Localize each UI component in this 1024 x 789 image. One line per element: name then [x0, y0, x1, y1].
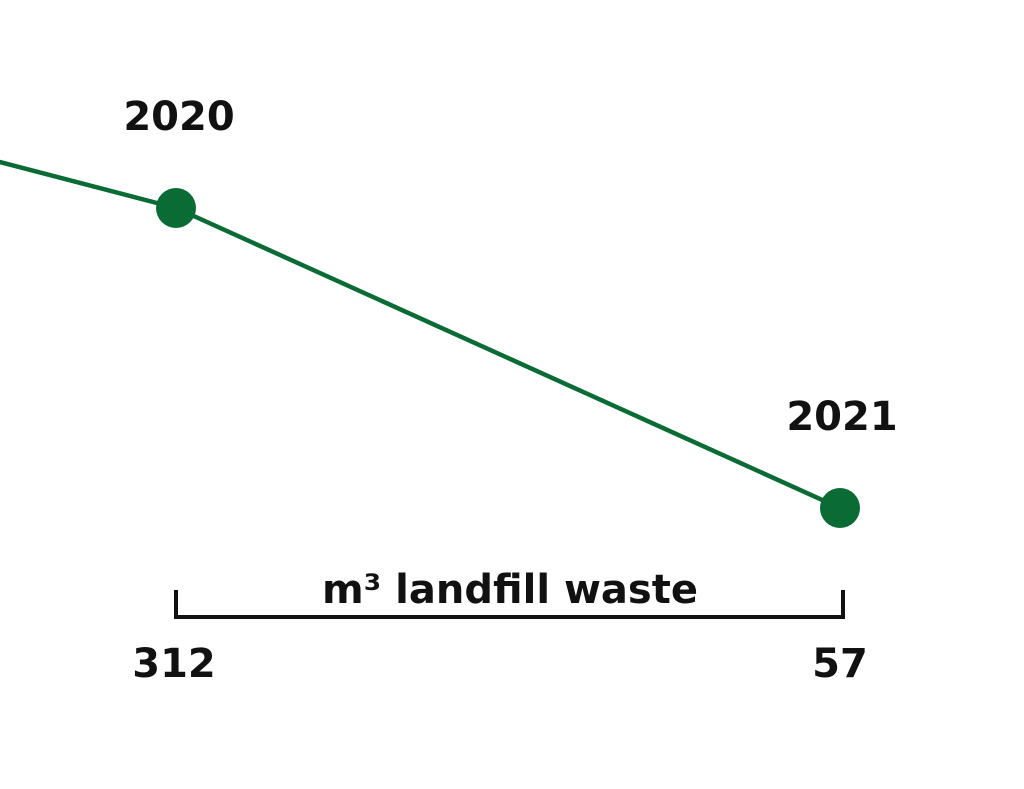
data-point-2020: [156, 188, 196, 228]
value-label-2021: 57: [812, 641, 868, 687]
value-label-2020: 312: [132, 641, 216, 687]
unit-label: m³ landfill waste: [322, 567, 698, 613]
year-label-2021: 2021: [786, 394, 897, 440]
data-point-2021: [820, 488, 860, 528]
range-bracket: [174, 590, 845, 619]
series-line: [0, 159, 843, 511]
year-label-2020: 2020: [123, 94, 234, 140]
